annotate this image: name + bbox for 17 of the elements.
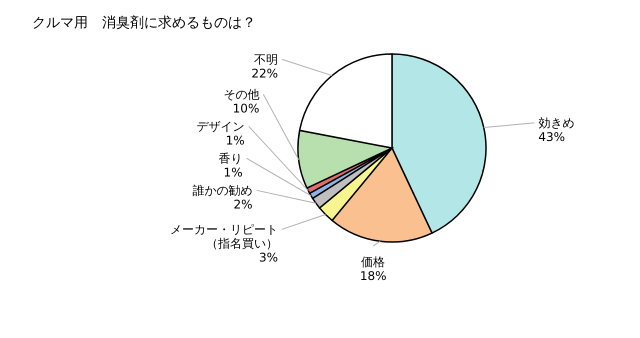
slice-label: メーカー・リピート（指名買い） bbox=[170, 222, 278, 250]
slice-label: その他 bbox=[223, 87, 260, 102]
slice-label: デザイン bbox=[196, 119, 245, 134]
data-label: 1% bbox=[224, 165, 243, 180]
slice-label: 効きめ bbox=[538, 116, 574, 130]
chart-title: クルマ用 消臭剤に求めるものは？ bbox=[32, 15, 256, 31]
data-label: 2% bbox=[233, 197, 253, 212]
data-label: 22% bbox=[251, 66, 278, 80]
data-label: 1% bbox=[226, 133, 245, 148]
slice-label: 香り bbox=[218, 151, 243, 166]
slice-label: 価格 bbox=[361, 255, 386, 270]
data-label: 18% bbox=[360, 269, 387, 284]
slice-label: 不明 bbox=[254, 52, 278, 66]
data-label: 43% bbox=[538, 130, 566, 144]
slice-label: 誰かの勧め bbox=[192, 183, 253, 198]
data-label: 3% bbox=[258, 250, 278, 264]
data-label: 10% bbox=[232, 101, 260, 116]
